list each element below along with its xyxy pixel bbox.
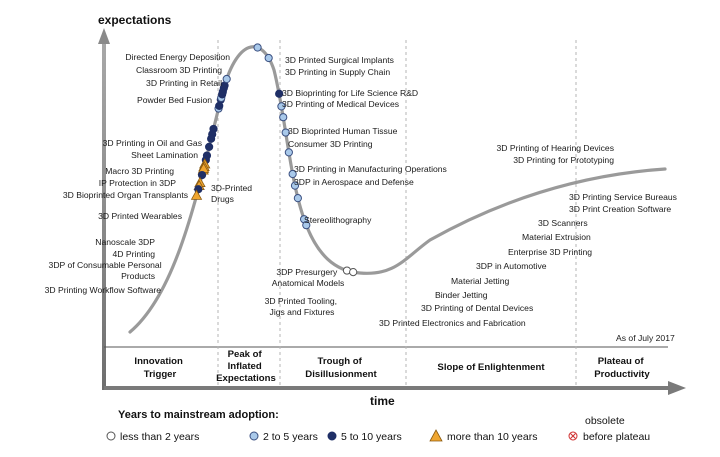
label-3d-printing-in-manufacturing-operations: 3D Printing in Manufacturing Operations <box>294 164 447 174</box>
label-3d-printing-of-medical-devices: 3D Printing of Medical Devices <box>282 99 399 109</box>
label-3dp-of-consumable-personal-products: 3DP of Consumable Personal Products <box>49 260 164 281</box>
marker-3dp-in-automotive <box>284 148 293 157</box>
label-3d-printing-in-oil-and-gas: 3D Printing in Oil and Gas <box>103 138 202 148</box>
legend-label-2-to-5-years: 2 to 5 years <box>263 431 318 443</box>
marker-3dp-presurgery-anatomical-models <box>253 43 262 52</box>
legend-label-more-than-10-years: more than 10 years <box>447 431 537 443</box>
label-3d-printed-surgical-implants: 3D Printed Surgical Implants <box>285 55 394 65</box>
legend-marker-2-to-5-years <box>249 431 259 441</box>
label-sheet-lamination: Sheet Lamination <box>131 150 198 160</box>
legend-title: Years to mainstream adoption: <box>118 409 279 421</box>
marker-material-jetting <box>281 128 290 137</box>
label-3d-printed-wearables: 3D Printed Wearables <box>98 211 182 221</box>
marker-3d-printing-of-dental-devices <box>277 102 286 111</box>
x-axis <box>104 386 670 390</box>
y-axis-arrow <box>98 28 110 44</box>
label-powder-bed-fusion: Powder Bed Fusion <box>137 95 212 105</box>
label-ip-protection-in-3dp: IP Protection in 3DP <box>99 178 176 188</box>
legend-label-5-to-10-years: 5 to 10 years <box>341 431 402 443</box>
label-3d-printing-workflow-software: 3D Printing Workflow Software <box>45 285 162 295</box>
phase-peak-of-inflated-expectations: Peak of Inflated Expectations <box>216 349 276 384</box>
x-axis-title: time <box>370 394 395 408</box>
label-3dp-in-aerospace-and-defense: 3DP in Aerospace and Defense <box>294 177 414 187</box>
phase-trough-of-disillusionment: Trough of Disillusionment <box>305 356 377 380</box>
label-binder-jetting: Binder Jetting <box>435 290 488 300</box>
marker-3d-printing-workflow-software <box>190 189 203 200</box>
label-macro-3d-printing: Macro 3D Printing <box>105 166 174 176</box>
marker-3d-print-creation-software <box>302 221 311 230</box>
label-3d-bioprinted-human-tissue: 3D Bioprinted Human Tissue <box>288 126 398 136</box>
marker-3d-printed-electronics-and-fabrication <box>275 89 284 98</box>
legend-marker-less-than-2-years <box>106 431 116 441</box>
marker-3d-printed-wearables <box>197 170 207 180</box>
label-3d-scanners: 3D Scanners <box>538 218 588 228</box>
y-axis-title: expectations <box>98 13 172 27</box>
label-directed-energy-deposition: Directed Energy Deposition <box>125 52 230 62</box>
label-3d-printing-of-hearing-devices: 3D Printing of Hearing Devices <box>496 143 614 153</box>
phase-dividers <box>217 40 577 388</box>
label-consumer-3d-printing: Consumer 3D Printing <box>288 139 373 149</box>
label-classroom-3d-printing: Classroom 3D Printing <box>136 65 222 75</box>
marker-binder-jetting <box>279 113 288 122</box>
y-axis <box>102 42 106 390</box>
phase-labels: Innovation Trigger Peak of Inflated Expe… <box>134 349 650 384</box>
label-3dp-in-automotive: 3DP in Automotive <box>476 261 547 271</box>
marker-powder-bed-fusion <box>205 142 214 151</box>
marker-3d-printing-for-prototyping <box>349 268 358 277</box>
phase-plateau-of-productivity: Plateau of Productivity <box>594 356 650 380</box>
x-axis-arrow <box>668 381 686 395</box>
label-4d-printing: 4D Printing <box>112 249 155 259</box>
label-3d-printing-in-supply-chain: 3D Printing in Supply Chain <box>285 67 390 77</box>
label-3d-bioprinted-organ-transplants: 3D Bioprinted Organ Transplants <box>63 190 188 200</box>
label-3d-bioprinting-for-life-science: 3D Bioprinting for Life Science R&D <box>282 88 418 98</box>
legend-label-before-plateau: before plateau <box>583 431 650 443</box>
label-3dp-presurgery-anatomical-models: 3DP Presurgery Anatomical Models <box>272 267 345 288</box>
legend-label-obsolete: obsolete <box>585 415 625 427</box>
label-nanoscale-3dp: Nanoscale 3DP <box>95 237 155 247</box>
label-3d-printing-of-dental-devices: 3D Printing of Dental Devices <box>421 303 533 313</box>
label-3d-printing-in-retail: 3D Printing in Retail <box>146 78 222 88</box>
label-3d-printing-service-bureaus: 3D Printing Service Bureaus <box>569 192 677 202</box>
label-3d-printed-electronics-and-fabrication: 3D Printed Electronics and Fabrication <box>379 318 526 328</box>
label-material-jetting: Material Jetting <box>451 276 509 286</box>
label-3d-printed-drugs: 3D-Printed Drugs <box>211 183 254 204</box>
label-3d-printing-for-prototyping: 3D Printing for Prototyping <box>513 155 614 165</box>
marker-stereolithography <box>222 74 231 84</box>
legend-marker-obsolete-before-plateau <box>568 431 578 441</box>
label-3d-print-creation-software: 3D Print Creation Software <box>569 204 671 214</box>
label-enterprise-3d-printing: Enterprise 3D Printing <box>508 247 592 257</box>
label-material-extrusion: Material Extrusion <box>522 232 591 242</box>
label-stereolithography: Stereolithography <box>304 215 372 225</box>
legend-marker-more-than-10-years <box>429 429 443 442</box>
phase-innovation-trigger: Innovation Trigger <box>134 356 185 380</box>
phase-slope-of-enlightenment: Slope of Enlightenment <box>437 362 545 373</box>
marker-3d-printed-tooling-jigs-and-fixtures <box>264 53 273 63</box>
legend-label-less-than-2-years: less than 2 years <box>120 431 199 443</box>
legend-marker-5-to-10-years <box>327 431 337 441</box>
as-of-date: As of July 2017 <box>616 333 675 343</box>
marker-material-extrusion <box>290 181 300 190</box>
marker-enterprise-3d-printing <box>288 169 297 179</box>
marker-3d-printing-in-retail <box>207 134 216 143</box>
legend: Years to mainstream adoption: less than … <box>106 409 650 443</box>
technology-markers <box>190 43 358 277</box>
label-3d-printed-tooling-jigs-and-fixtures: 3D Printed Tooling, Jigs and Fixtures <box>265 296 340 317</box>
marker-3d-scanners <box>293 194 302 203</box>
technology-labels: Directed Energy Deposition Classroom 3D … <box>45 52 677 328</box>
